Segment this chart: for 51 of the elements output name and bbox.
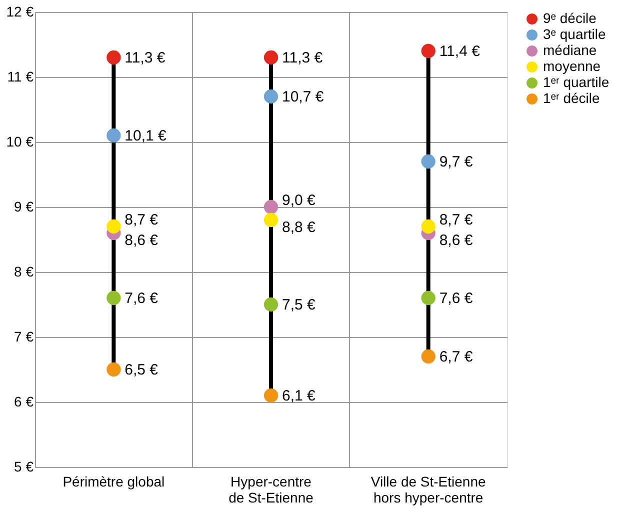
data-label: 8,8 €	[282, 219, 316, 236]
y-tick-label: 10 €	[6, 134, 34, 150]
y-tick-label: 7 €	[14, 328, 34, 344]
legend-label: 1ᵉʳ quartile	[543, 74, 610, 90]
legend-label: 3ᵉ quartile	[543, 26, 606, 42]
point	[421, 44, 436, 58]
legend-label: 9ᵉ décile	[543, 10, 597, 26]
legend-label: médiane	[543, 42, 597, 58]
data-label: 9,7 €	[439, 154, 474, 170]
data-label: 8,7 €	[124, 212, 159, 228]
data-label: 9,0 €	[282, 192, 316, 209]
point	[106, 362, 121, 377]
y-tick-label: 6 €	[14, 394, 34, 410]
point	[421, 290, 436, 306]
data-label: 11,3 €	[124, 50, 166, 66]
point	[264, 89, 278, 104]
data-label: 6,5 €	[124, 362, 159, 378]
data-label: 7,6 €	[439, 290, 474, 307]
point	[264, 212, 278, 228]
point	[106, 128, 121, 143]
point	[264, 50, 278, 65]
data-label: 11,4 €	[439, 43, 481, 60]
data-label: 6,7 €	[439, 348, 474, 366]
point	[106, 50, 121, 65]
legend-label: moyenne	[543, 58, 601, 74]
x-tick-label: Hyper-centre de St-Etienne	[228, 474, 314, 506]
point	[421, 219, 436, 234]
point	[106, 290, 121, 306]
y-tick-label: 12 €	[6, 4, 34, 20]
data-label: 6,1 €	[282, 388, 316, 404]
data-label: 10,1 €	[124, 128, 168, 144]
data-label: 11,3 €	[282, 50, 324, 66]
x-tick-label: Périmètre global	[62, 474, 165, 490]
data-label: 10,7 €	[282, 88, 324, 106]
y-tick-label: 11 €	[7, 68, 34, 84]
x-tick-label: Ville de St-Etienne hors hyper-centre	[370, 474, 486, 506]
point	[421, 154, 436, 169]
data-label: 8,6 €	[439, 232, 474, 249]
data-label: 7,6 €	[124, 290, 159, 307]
point	[264, 200, 278, 214]
data-label: 7,5 €	[282, 296, 316, 314]
data-label: 8,7 €	[439, 212, 474, 228]
point	[264, 388, 278, 403]
point	[421, 349, 436, 364]
y-tick-label: 9 €	[14, 198, 34, 214]
legend-label: 1ᵉʳ décile	[543, 90, 600, 106]
data-label: 8,6 €	[124, 232, 159, 249]
point	[106, 219, 121, 234]
point	[264, 297, 278, 312]
y-tick-label: 8 €	[14, 264, 34, 280]
y-tick-label: 5 €	[14, 458, 34, 474]
